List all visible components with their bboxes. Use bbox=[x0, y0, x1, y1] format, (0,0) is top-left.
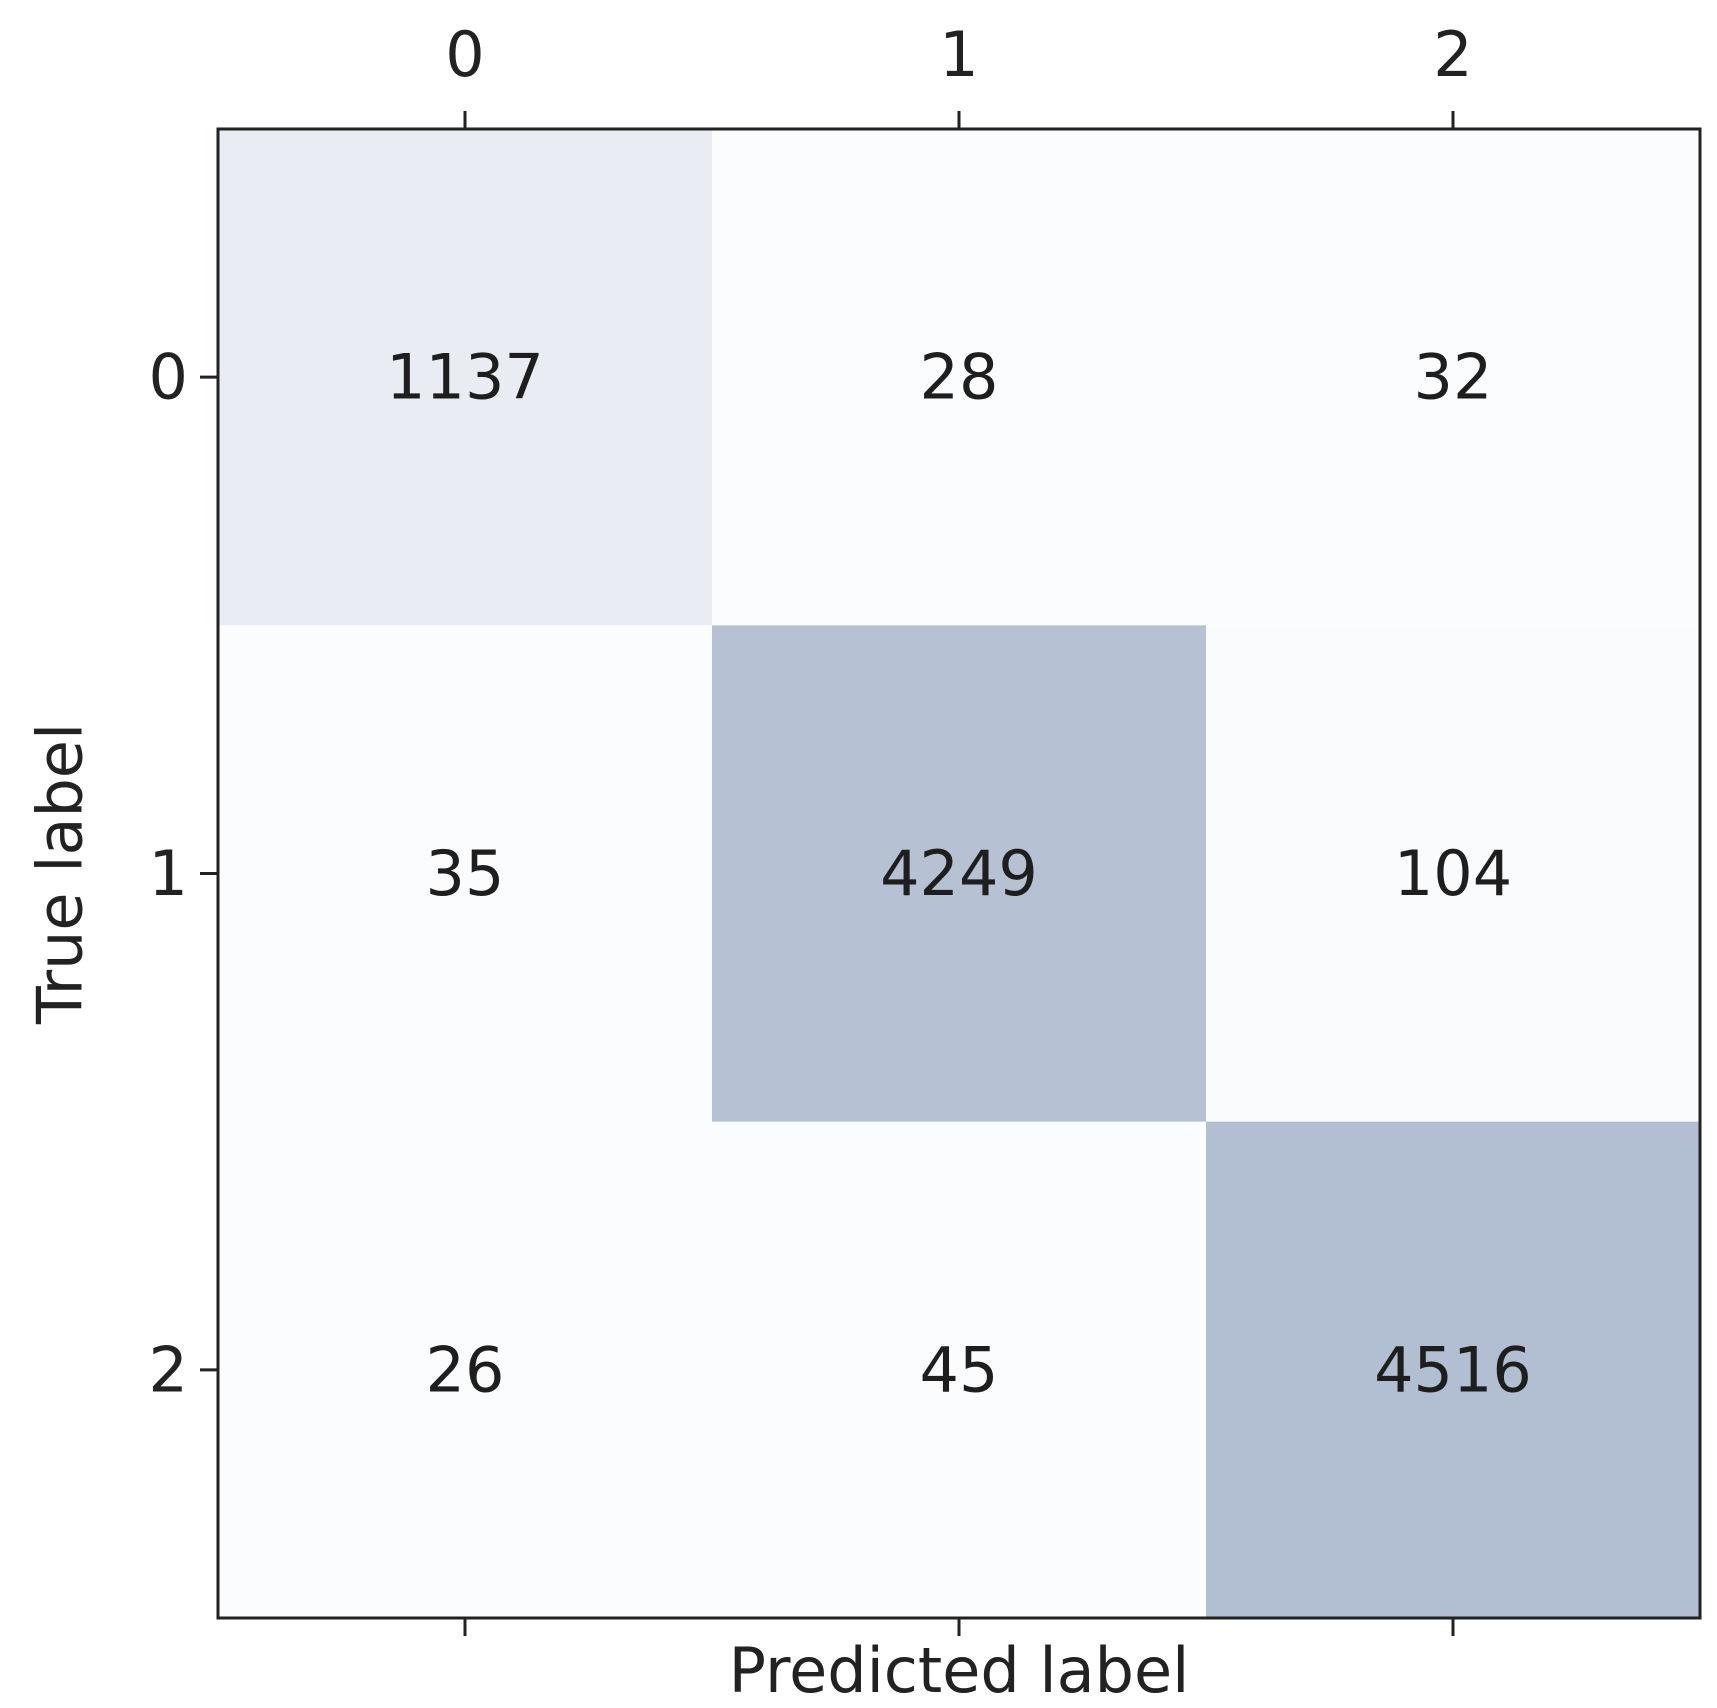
y-tick-label-2: 2 bbox=[149, 1333, 188, 1406]
cell-value-r0-c0: 1137 bbox=[386, 341, 544, 414]
cell-value-r2-c1: 45 bbox=[920, 1333, 999, 1406]
heatmap-cells bbox=[218, 129, 1701, 1619]
cell-value-r1-c1: 4249 bbox=[880, 837, 1038, 910]
heatmap-cell-r2-c1 bbox=[712, 1121, 1207, 1619]
heatmap-cell-r1-c1 bbox=[712, 625, 1207, 1123]
x-tick-label-1: 1 bbox=[939, 18, 978, 91]
heatmap-cell-r2-c0 bbox=[218, 1121, 713, 1619]
x-axis-title: Predicted label bbox=[729, 1634, 1190, 1707]
heatmap-cell-r2-c2 bbox=[1206, 1121, 1701, 1619]
y-tick-label-1: 1 bbox=[149, 837, 188, 910]
cell-value-r2-c2: 4516 bbox=[1374, 1333, 1532, 1406]
heatmap-cell-r0-c1 bbox=[712, 129, 1207, 626]
cell-value-labels: 1137 28 32 35 4249 104 26 45 4516 bbox=[386, 341, 1532, 1407]
y-axis-ticks: 0 1 2 bbox=[149, 341, 218, 1406]
heatmap-cell-r1-c0 bbox=[218, 625, 713, 1123]
x-axis-ticks: 0 1 2 bbox=[445, 18, 1473, 1636]
cell-value-r0-c2: 32 bbox=[1414, 341, 1493, 414]
cell-value-r1-c2: 104 bbox=[1394, 837, 1512, 910]
heatmap-cell-r0-c2 bbox=[1206, 129, 1701, 626]
cell-value-r1-c0: 35 bbox=[426, 837, 505, 910]
x-tick-label-2: 2 bbox=[1433, 18, 1472, 91]
x-tick-label-0: 0 bbox=[445, 18, 484, 91]
y-axis-title: True label bbox=[24, 723, 97, 1025]
heatmap-cell-r1-c2 bbox=[1206, 625, 1701, 1123]
cell-value-r0-c1: 28 bbox=[920, 341, 999, 414]
heatmap-cell-r0-c0 bbox=[218, 129, 713, 626]
y-tick-label-0: 0 bbox=[149, 341, 188, 414]
cell-value-r2-c0: 26 bbox=[426, 1333, 505, 1406]
